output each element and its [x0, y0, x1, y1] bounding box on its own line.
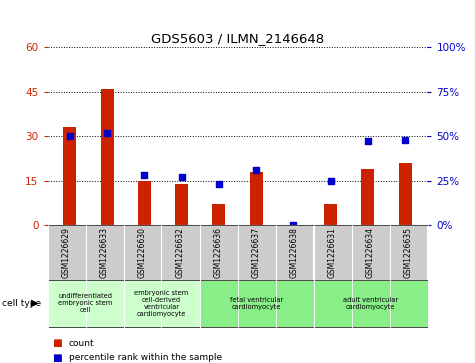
Text: GSM1226630: GSM1226630 — [138, 227, 147, 278]
Text: undifferentiated
embryonic stem
cell: undifferentiated embryonic stem cell — [58, 293, 113, 313]
Bar — [138, 180, 151, 225]
Text: percentile rank within the sample: percentile rank within the sample — [69, 353, 222, 362]
Text: GSM1226632: GSM1226632 — [176, 227, 185, 278]
Text: GSM1226638: GSM1226638 — [290, 227, 299, 278]
Text: GSM1226635: GSM1226635 — [404, 227, 413, 278]
Point — [178, 174, 185, 180]
Point — [215, 181, 223, 187]
Point — [401, 137, 409, 143]
Text: embryonic stem
cell-derived
ventricular
cardiomyocyte: embryonic stem cell-derived ventricular … — [134, 290, 189, 317]
Text: fetal ventricular
cardiomyocyte: fetal ventricular cardiomyocyte — [230, 297, 283, 310]
Bar — [324, 204, 337, 225]
Text: count: count — [69, 339, 95, 347]
Text: GSM1226629: GSM1226629 — [62, 227, 71, 278]
Text: GSM1226637: GSM1226637 — [252, 227, 261, 278]
Text: GSM1226631: GSM1226631 — [328, 227, 337, 278]
Point — [141, 172, 148, 178]
Point — [290, 222, 297, 228]
Title: GDS5603 / ILMN_2146648: GDS5603 / ILMN_2146648 — [151, 32, 324, 45]
Bar — [101, 89, 114, 225]
Point — [364, 139, 372, 144]
Text: ■: ■ — [52, 338, 62, 348]
Text: GSM1226636: GSM1226636 — [214, 227, 223, 278]
Point — [66, 133, 74, 139]
Text: adult ventricular
cardiomyocyte: adult ventricular cardiomyocyte — [343, 297, 398, 310]
Point — [327, 178, 334, 183]
Bar — [63, 127, 76, 225]
Bar — [361, 169, 374, 225]
Point — [103, 130, 111, 135]
Bar — [175, 184, 188, 225]
Text: ■: ■ — [52, 352, 62, 363]
Text: cell type: cell type — [2, 299, 41, 307]
Point — [252, 167, 260, 173]
Bar — [399, 163, 412, 225]
Bar — [249, 172, 263, 225]
Text: GSM1226633: GSM1226633 — [100, 227, 109, 278]
Text: GSM1226634: GSM1226634 — [366, 227, 375, 278]
Bar — [212, 204, 226, 225]
Text: ▶: ▶ — [31, 298, 38, 308]
